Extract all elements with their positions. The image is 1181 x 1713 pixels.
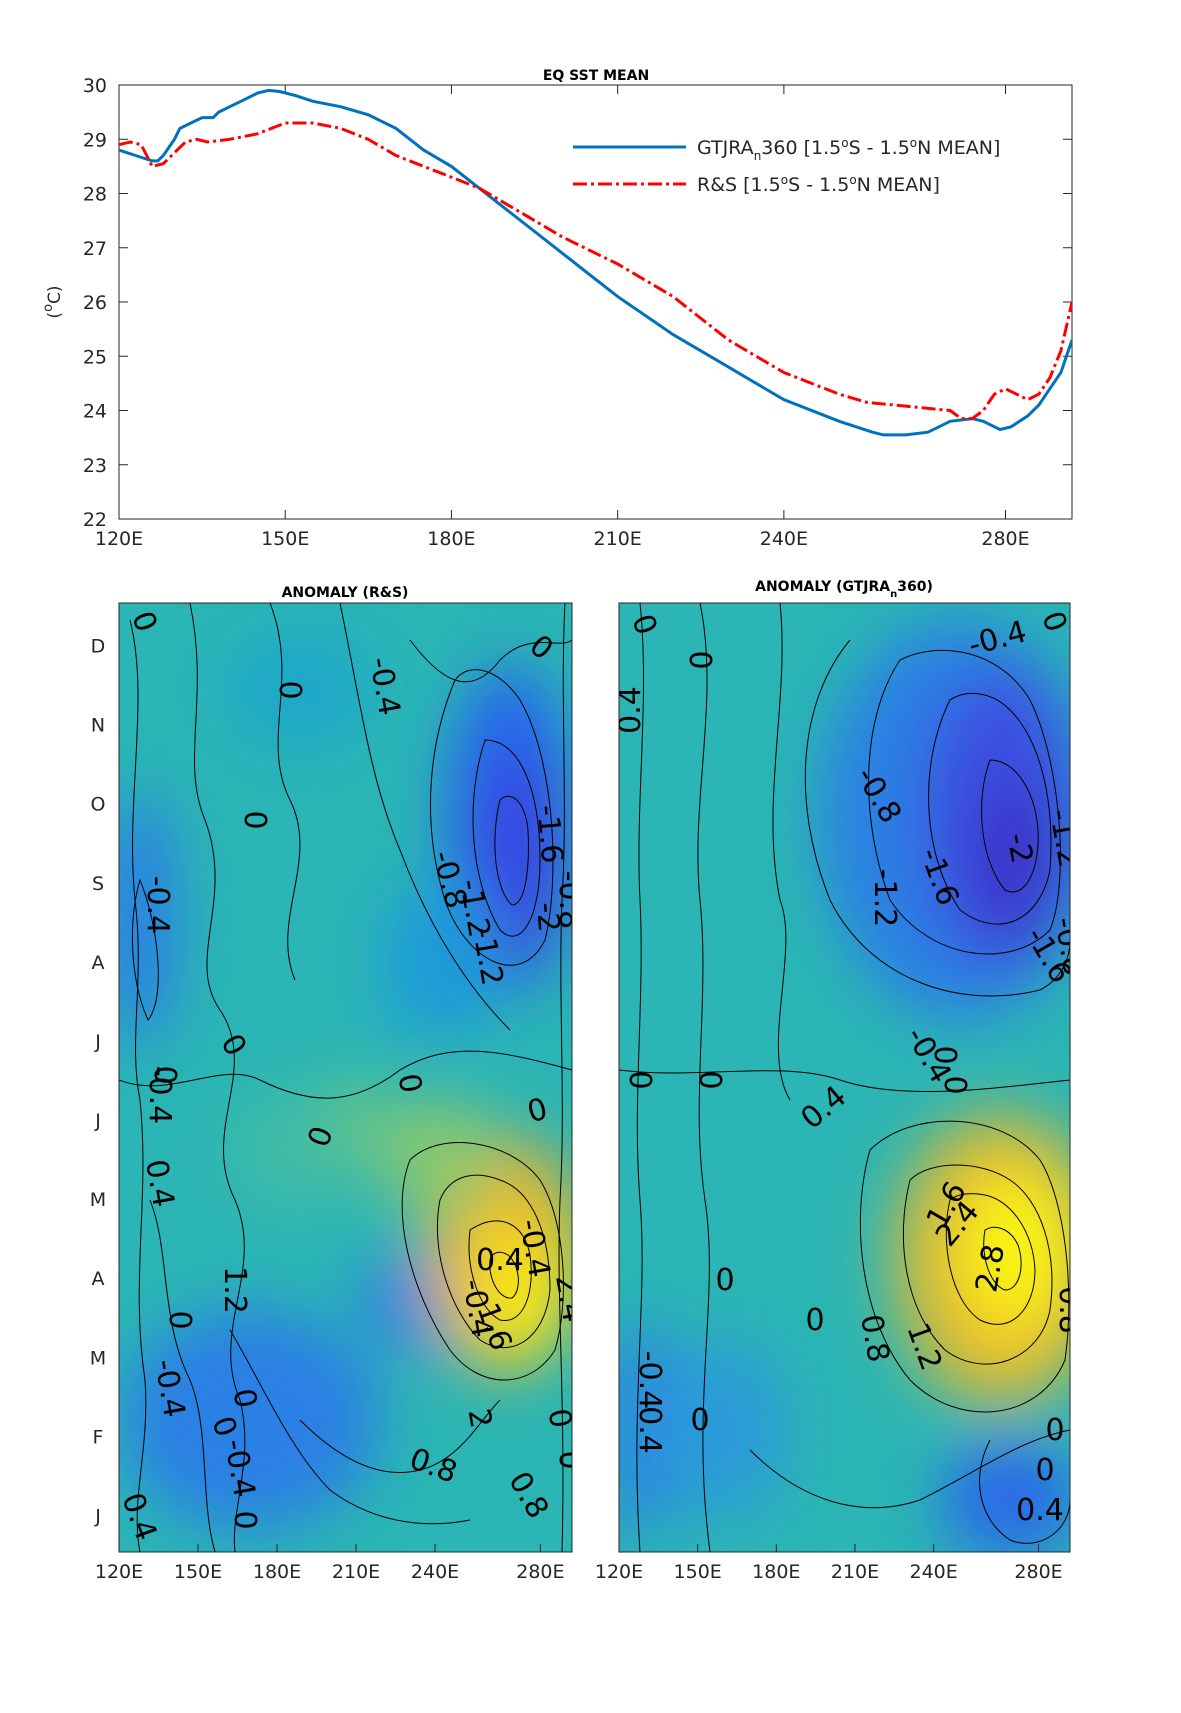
contour-label: 0 — [162, 1310, 197, 1329]
x-tick-label: 280E — [981, 528, 1029, 550]
contour-label: 0 — [237, 810, 272, 829]
contour-label: 0.4 — [613, 686, 648, 734]
x-tick-label: 280E — [516, 1561, 564, 1583]
y-tick-label: 30 — [83, 75, 107, 97]
anomaly-gtjra-x-axis: 120E 150E 180E 210E 240E 280E — [595, 1544, 1063, 1583]
legend-label-rs: R&S [1.5oS - 1.5oN MEAN] — [697, 173, 940, 196]
contour-label: 0 — [147, 1065, 182, 1084]
y-tick-label: 25 — [83, 346, 107, 368]
contour-label: 0 — [272, 680, 307, 699]
anomaly-rs-contours — [119, 603, 572, 1552]
contour-label: -2 — [1000, 831, 1040, 867]
contour-label: -0.4 — [142, 1066, 177, 1125]
month-tick-label: J — [94, 1110, 101, 1132]
x-tick-label: 120E — [95, 1561, 143, 1583]
month-tick-label: M — [90, 1189, 106, 1211]
contour-label: 0.8 — [853, 1312, 896, 1365]
contour-label: 0 — [227, 1510, 262, 1529]
series-line-rs — [119, 121, 1072, 421]
y-tick-label: 24 — [83, 401, 107, 423]
month-tick-label: O — [91, 794, 106, 816]
x-tick-label: 180E — [427, 528, 475, 550]
x-tick-label: 240E — [411, 1561, 459, 1583]
x-tick-label: 240E — [910, 1561, 958, 1583]
contour-label: 0 — [927, 1045, 962, 1064]
x-tick-label: 280E — [1014, 1561, 1062, 1583]
contour-label: 2.8 — [969, 1242, 1012, 1295]
contour-label: 0 — [805, 1303, 824, 1338]
contour-label: -1.6 — [529, 803, 569, 864]
contour-label: 0.4 — [1016, 1493, 1064, 1528]
month-tick-label: N — [91, 715, 105, 737]
x-tick-label: 210E — [831, 1561, 879, 1583]
contour-label: 0.8 — [1052, 1286, 1087, 1334]
x-tick-label: 180E — [752, 1561, 800, 1583]
anomaly-rs-panel: ANOMALY (R&S) — [90, 585, 587, 1583]
contour-label: 0 — [682, 650, 717, 669]
anomaly-rs-heatmap: 0-0.400-0.40-0.4-0.4-0.8-1.2-1.6-2-0.8-1… — [119, 603, 587, 1552]
contour-label: 0 — [692, 1070, 727, 1089]
x-tick-label: 210E — [594, 528, 642, 550]
anomaly-rs-y-axis: J F M A M J J A S O N D — [90, 636, 106, 1528]
contour-label: 0 — [622, 1070, 657, 1089]
month-tick-label: J — [94, 1505, 101, 1527]
contour-label: 0 — [937, 1075, 972, 1094]
contour-label: -0.8 — [552, 871, 587, 930]
contour-label: 0.4 — [476, 1243, 524, 1278]
contour-label: 0 — [690, 1403, 709, 1438]
legend-label-gtjra: GTJRAn360 [1.5oS - 1.5oN MEAN] — [697, 136, 1000, 163]
x-tick-label: 150E — [261, 528, 309, 550]
y-tick-label: 28 — [83, 184, 107, 206]
sst-legend: GTJRAn360 [1.5oS - 1.5oN MEAN] R&S [1.5o… — [573, 136, 1000, 196]
contour-label: 0.4 — [138, 1157, 181, 1210]
contour-label: 0 — [1035, 1453, 1054, 1488]
contour-label: -1.2 — [867, 869, 902, 928]
month-tick-label: F — [93, 1426, 104, 1448]
y-tick-label: 27 — [83, 238, 107, 260]
anomaly-rs-x-axis: 120E 150E 180E 210E 240E 280E — [95, 1544, 565, 1583]
month-tick-label: S — [92, 873, 104, 895]
x-tick-label: 180E — [253, 1561, 301, 1583]
x-tick-label: 210E — [332, 1561, 380, 1583]
contour-label: -0.4 — [140, 876, 175, 935]
x-tick-label: 120E — [595, 1561, 643, 1583]
contour-label: 0 — [715, 1263, 734, 1298]
sst-chart-title: EQ SST MEAN — [543, 68, 649, 84]
anomaly-gtjra-heatmap: 00.40 -0.4 0-0.8-1.6-1.2-2 -1.2-1.6-0.800 0 0… — [613, 603, 1097, 1552]
contour-label: -0.4 — [632, 1351, 667, 1410]
y-tick-label: 29 — [83, 129, 107, 151]
sst-x-axis: 120E 150E 180E 210E 240E 280E — [95, 85, 1030, 550]
sst-plot-area — [118, 84, 1073, 520]
anomaly-gtjra-title: ANOMALY (GTJRAn360) — [755, 579, 933, 600]
x-tick-label: 120E — [95, 528, 143, 550]
x-tick-label: 150E — [674, 1561, 722, 1583]
series-line-gtjra — [119, 88, 1072, 437]
x-tick-label: 240E — [760, 528, 808, 550]
contour-label: 1.2 — [1062, 1316, 1097, 1364]
contour-label: 0 — [1045, 1413, 1064, 1448]
contour-label: -2 — [529, 901, 566, 934]
anomaly-rs-frame — [118, 602, 573, 1553]
y-tick-label: 26 — [83, 292, 107, 314]
y-tick-label: 22 — [83, 509, 107, 531]
month-tick-label: A — [92, 952, 105, 974]
month-tick-label: D — [91, 636, 106, 658]
sst-y-axis-label: (oC) — [41, 285, 65, 318]
anomaly-rs-title: ANOMALY (R&S) — [282, 585, 409, 601]
sst-y-axis: 22 23 24 25 26 27 28 29 30 — [83, 75, 1072, 531]
x-tick-label: 150E — [174, 1561, 222, 1583]
anomaly-gtjra-frame — [618, 602, 1071, 1553]
month-tick-label: M — [90, 1347, 106, 1369]
month-tick-label: J — [94, 1031, 101, 1053]
y-tick-label: 23 — [83, 455, 107, 477]
contour-label: 1.2 — [217, 1266, 252, 1314]
month-tick-label: A — [92, 1268, 105, 1290]
anomaly-gtjra-contours — [619, 603, 1070, 1552]
contour-label: 0 — [552, 1450, 587, 1469]
contour-label: 0.4 — [632, 1406, 667, 1454]
anomaly-gtjra-panel: ANOMALY (GTJRAn360) — [595, 579, 1097, 1583]
